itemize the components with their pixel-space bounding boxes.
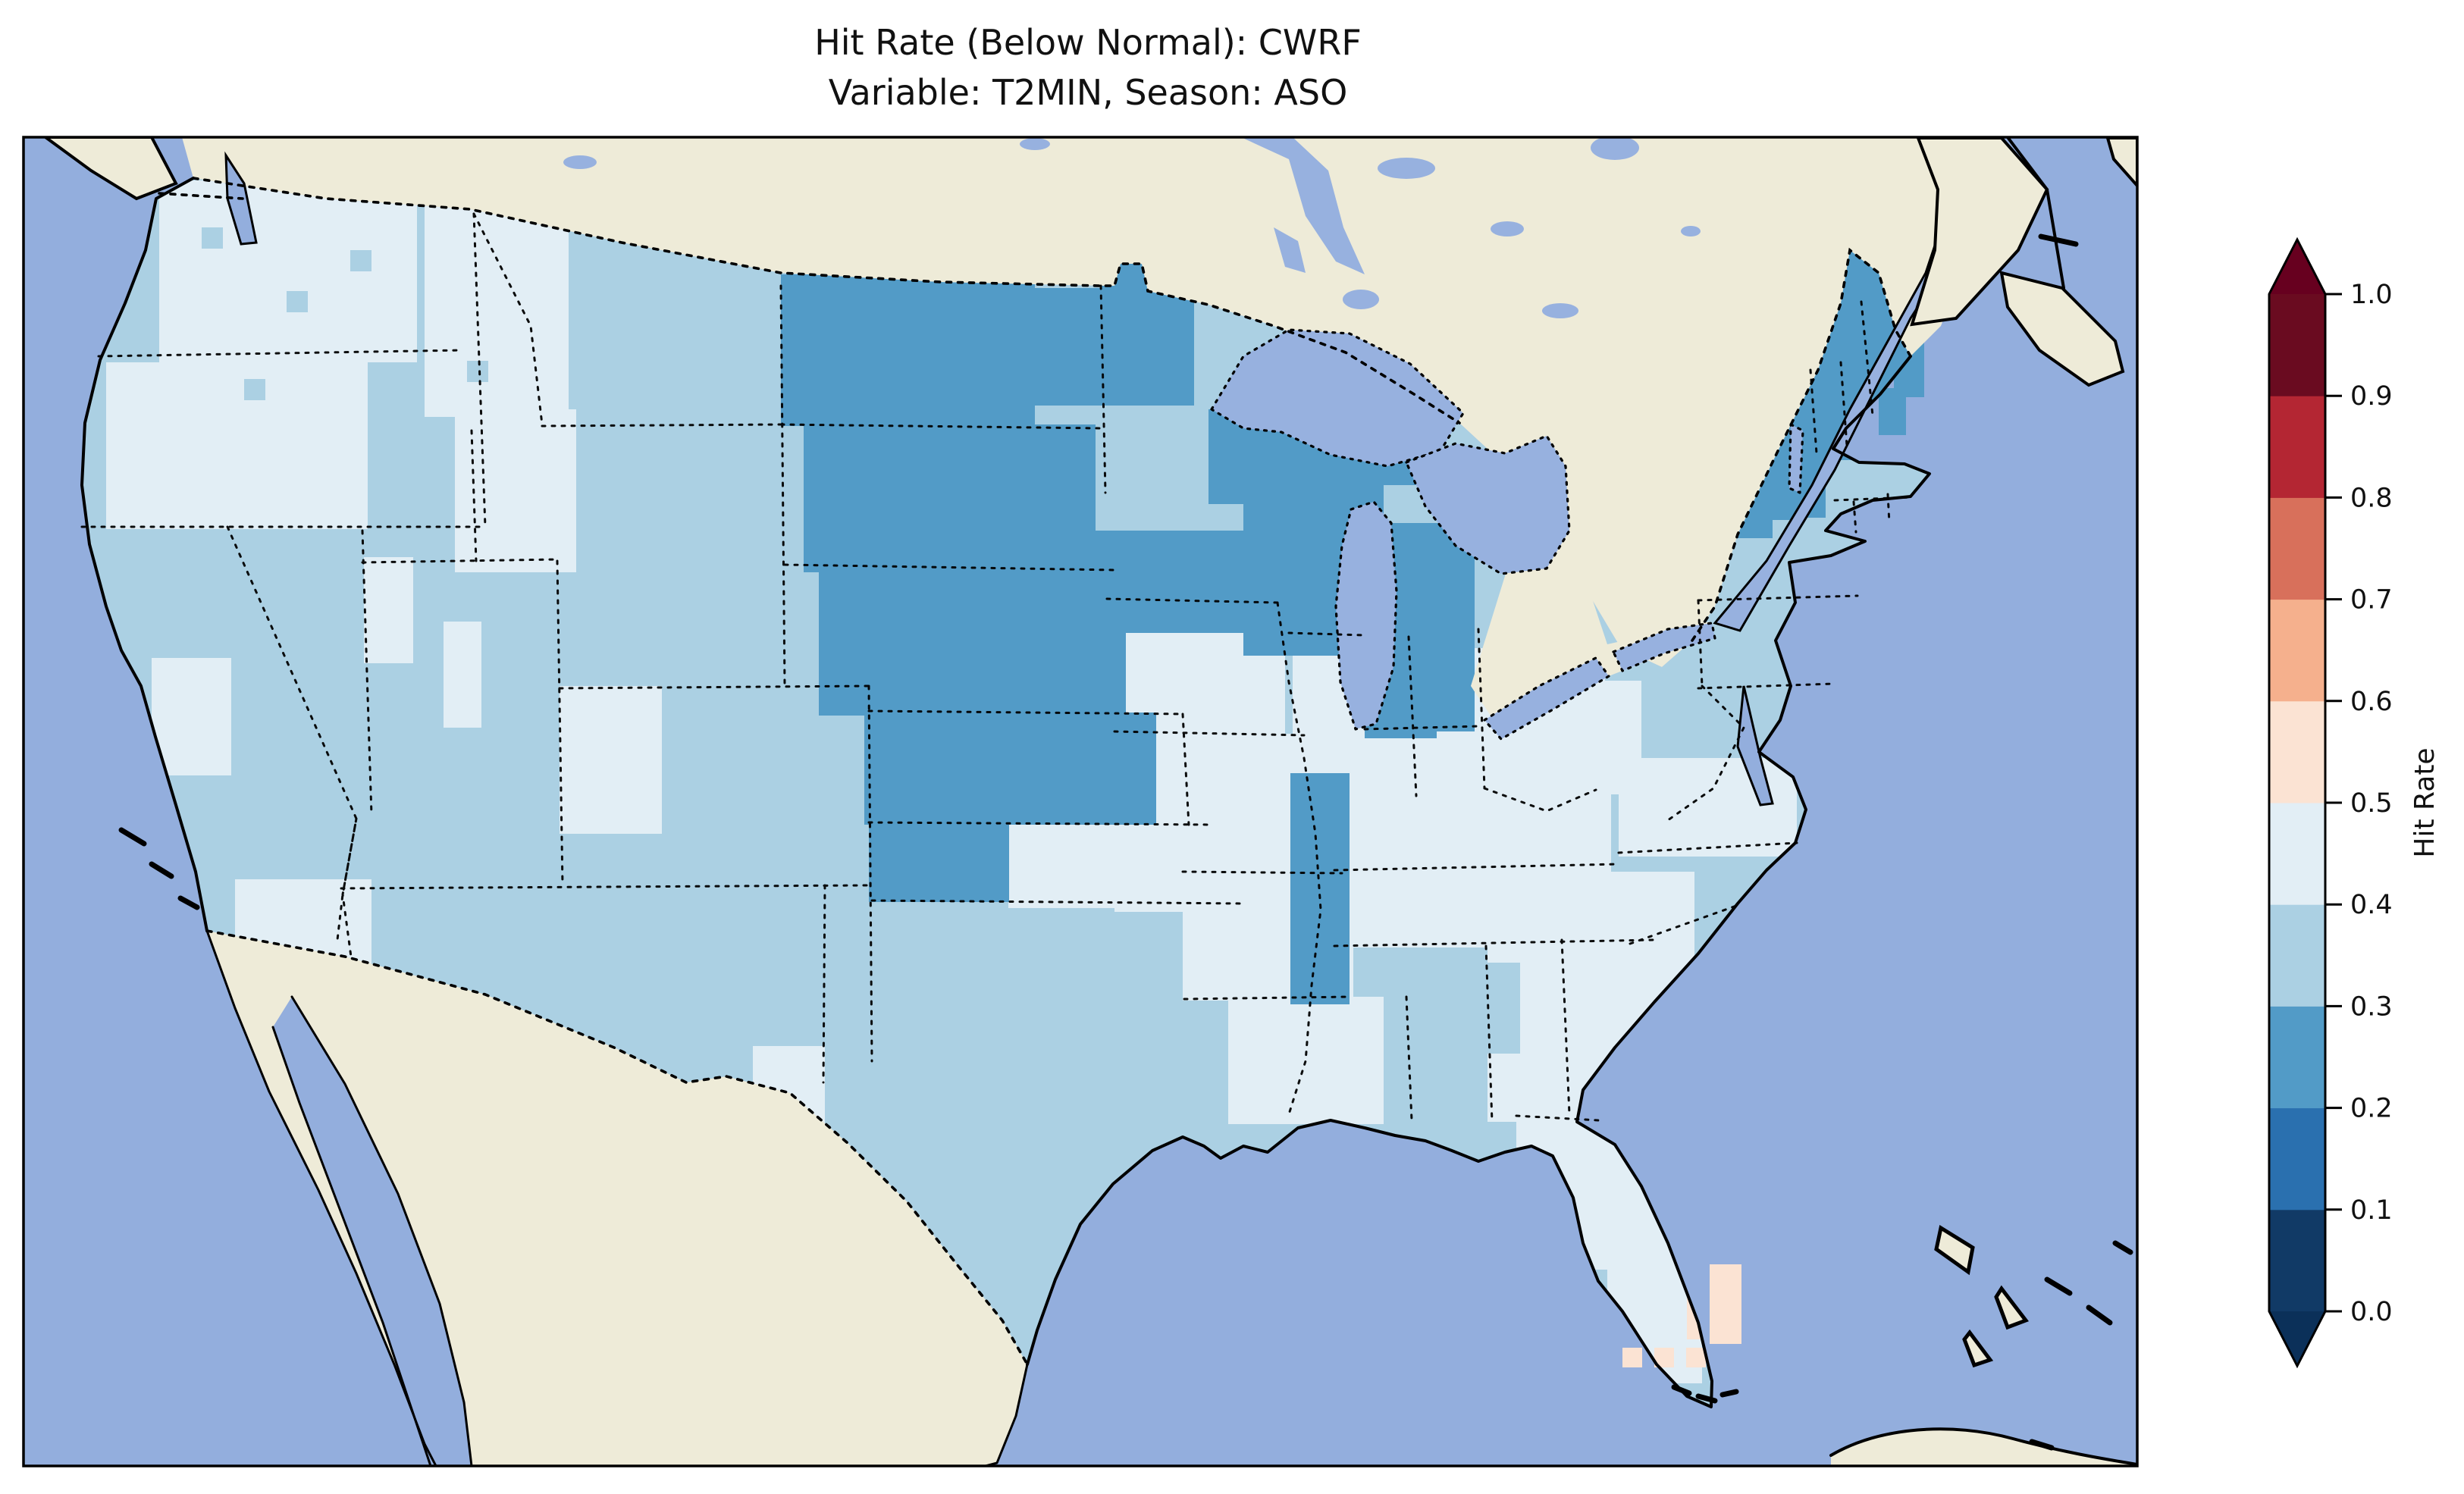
international-borders [192,177,1912,1366]
gulf-of-california [273,997,472,1466]
state-borders [80,212,1912,1123]
colorbar-extend-over-arrow [2269,240,2325,294]
pacific-coast [80,177,208,932]
hit-rate-cell-bin4 [455,409,576,572]
lake-huron [1405,434,1571,575]
colorbar-tick-label: 0.0 [2350,1297,2393,1327]
hit-rate-cell-bin2 [1031,531,1255,633]
gulf-atlantic-coast [1026,355,1931,1408]
caribbean [1671,1225,2137,1466]
hit-rate-cell-bin4 [1228,997,1384,1124]
colorbar-tick-label: 1.0 [2350,280,2393,310]
hit-rate-cell-bin3 [531,922,552,943]
lake-ontario [1612,622,1716,672]
hit-rate-cell-bin4 [152,658,231,775]
hit-rate-cell-bin2 [864,713,1156,825]
nova-scotia [1999,271,2125,387]
hit-rate-cell-bin5 [1622,1348,1642,1367]
colorbar-segment-0.8–0.9 [2269,396,2325,498]
colorbar-tick-label: 0.9 [2350,381,2393,412]
hit-rate-cell-bin4 [364,557,413,663]
bahamas-island-1 [1934,1225,1975,1276]
figure-title-line1: Hit Rate (Below Normal): CWRF [814,22,1362,63]
colorbar-tick-label: 0.8 [2350,483,2393,513]
hit-rate-cell-bin3 [244,379,265,400]
andros-island [1962,1329,1994,1368]
us-mexico-border [205,929,1029,1366]
maritime-canada [1910,137,2137,387]
hit-rate-cell-bin3 [350,250,371,271]
colorbar-tick-label: 0.7 [2350,585,2393,615]
figure-title-line2: Variable: T2MIN, Season: ASO [829,72,1348,113]
colorbar-segment-0.0–0.1 [2269,1209,2325,1312]
prince-edward-island [2038,233,2079,247]
hit-rate-cell-bin4 [560,686,662,834]
hit-rate-cell-bin4 [425,189,569,417]
mexico-land-bottom [436,1440,989,1466]
hit-rate-cell-bin3 [202,227,223,249]
colorbar-segment-0.2–0.3 [2269,1006,2325,1109]
vancouver-island [42,137,178,201]
colorbar-segment-0.1–0.2 [2269,1107,2325,1211]
hit-rate-cell-bin4 [159,180,417,362]
hit-rate-cell-bin4 [444,622,481,728]
channel-islands [118,827,200,910]
colorbar-axis-label: Hit Rate [2409,747,2440,857]
lake-champlain [1788,423,1804,494]
colorbar-tick-label: 0.2 [2350,1094,2393,1124]
hit-rate-cell-bin2 [1031,288,1194,406]
great-lakes [1210,328,1804,741]
lake-erie [1483,656,1610,741]
canadian-lakes [563,137,1701,318]
strait-border [158,192,244,200]
bahamas-island-2 [1994,1285,2030,1330]
colorbar-extend-under-arrow [2269,1311,2325,1366]
colorbar-tick-label: 0.6 [2350,687,2393,717]
cuba-coast [1829,1427,2137,1466]
hit-rate-cell-bin2 [1879,388,1906,435]
hit-rate-cell-bin5 [1686,1348,1706,1367]
hit-rate-cell-bin4 [265,421,360,509]
canada-land [24,137,1986,667]
cuba [1831,1429,2137,1466]
colorbar-segments [2269,294,2325,1312]
lake-superior [1210,328,1465,468]
hit-rate-cell-bin3 [1440,963,1520,1054]
hit-rate-cell-bin3 [467,361,488,382]
colorbar-tick-label: 0.5 [2350,788,2393,819]
baja-pacific-coast [205,929,437,1466]
us-canada-border [192,177,1461,424]
map [24,137,2137,1466]
florida-keys [1671,1384,1692,1396]
colorbar-tick-label: 0.4 [2350,890,2393,920]
mexico-gulf-coast [984,1363,1029,1466]
hit-rate-cell-bin3 [287,291,308,312]
colorbar: 1.0 0.9 0.8 0.7 0.6 0.5 0.4 0.3 0.2 0.1 0.0 Hit Ra… [2268,236,2440,1369]
new-brunswick [1910,137,2049,327]
hit-rate-cell-bin2 [781,274,1035,426]
hit-rate-cell-bin4 [1619,758,1797,857]
us-canada-border-east [1691,247,1912,642]
colorbar-segment-0.9–1.0 [2269,294,2325,396]
colorbar-segment-0.4–0.5 [2269,803,2325,905]
hit-rate-cell-bin3 [795,722,816,743]
colorbar-segment-0.3–0.4 [2269,904,2325,1007]
colorbar-tick-label: 0.1 [2350,1195,2393,1226]
colorbar-ticks: 1.0 0.9 0.8 0.7 0.6 0.5 0.4 0.3 0.2 0.1 0.0 [2325,280,2393,1327]
colorbar-segment-0.7–0.8 [2269,497,2325,600]
map-frame [22,136,2139,1467]
colorbar-tick-label: 0.3 [2350,991,2393,1022]
colorbar-segment-0.5–0.6 [2269,700,2325,803]
lake-michigan [1334,500,1398,731]
hit-rate-cell-bin5 [1710,1264,1741,1344]
colorbar-segment-0.6–0.7 [2269,599,2325,702]
hit-rate-cell-bin2 [869,822,1009,902]
gulf-of-california-east-coast [290,995,473,1466]
